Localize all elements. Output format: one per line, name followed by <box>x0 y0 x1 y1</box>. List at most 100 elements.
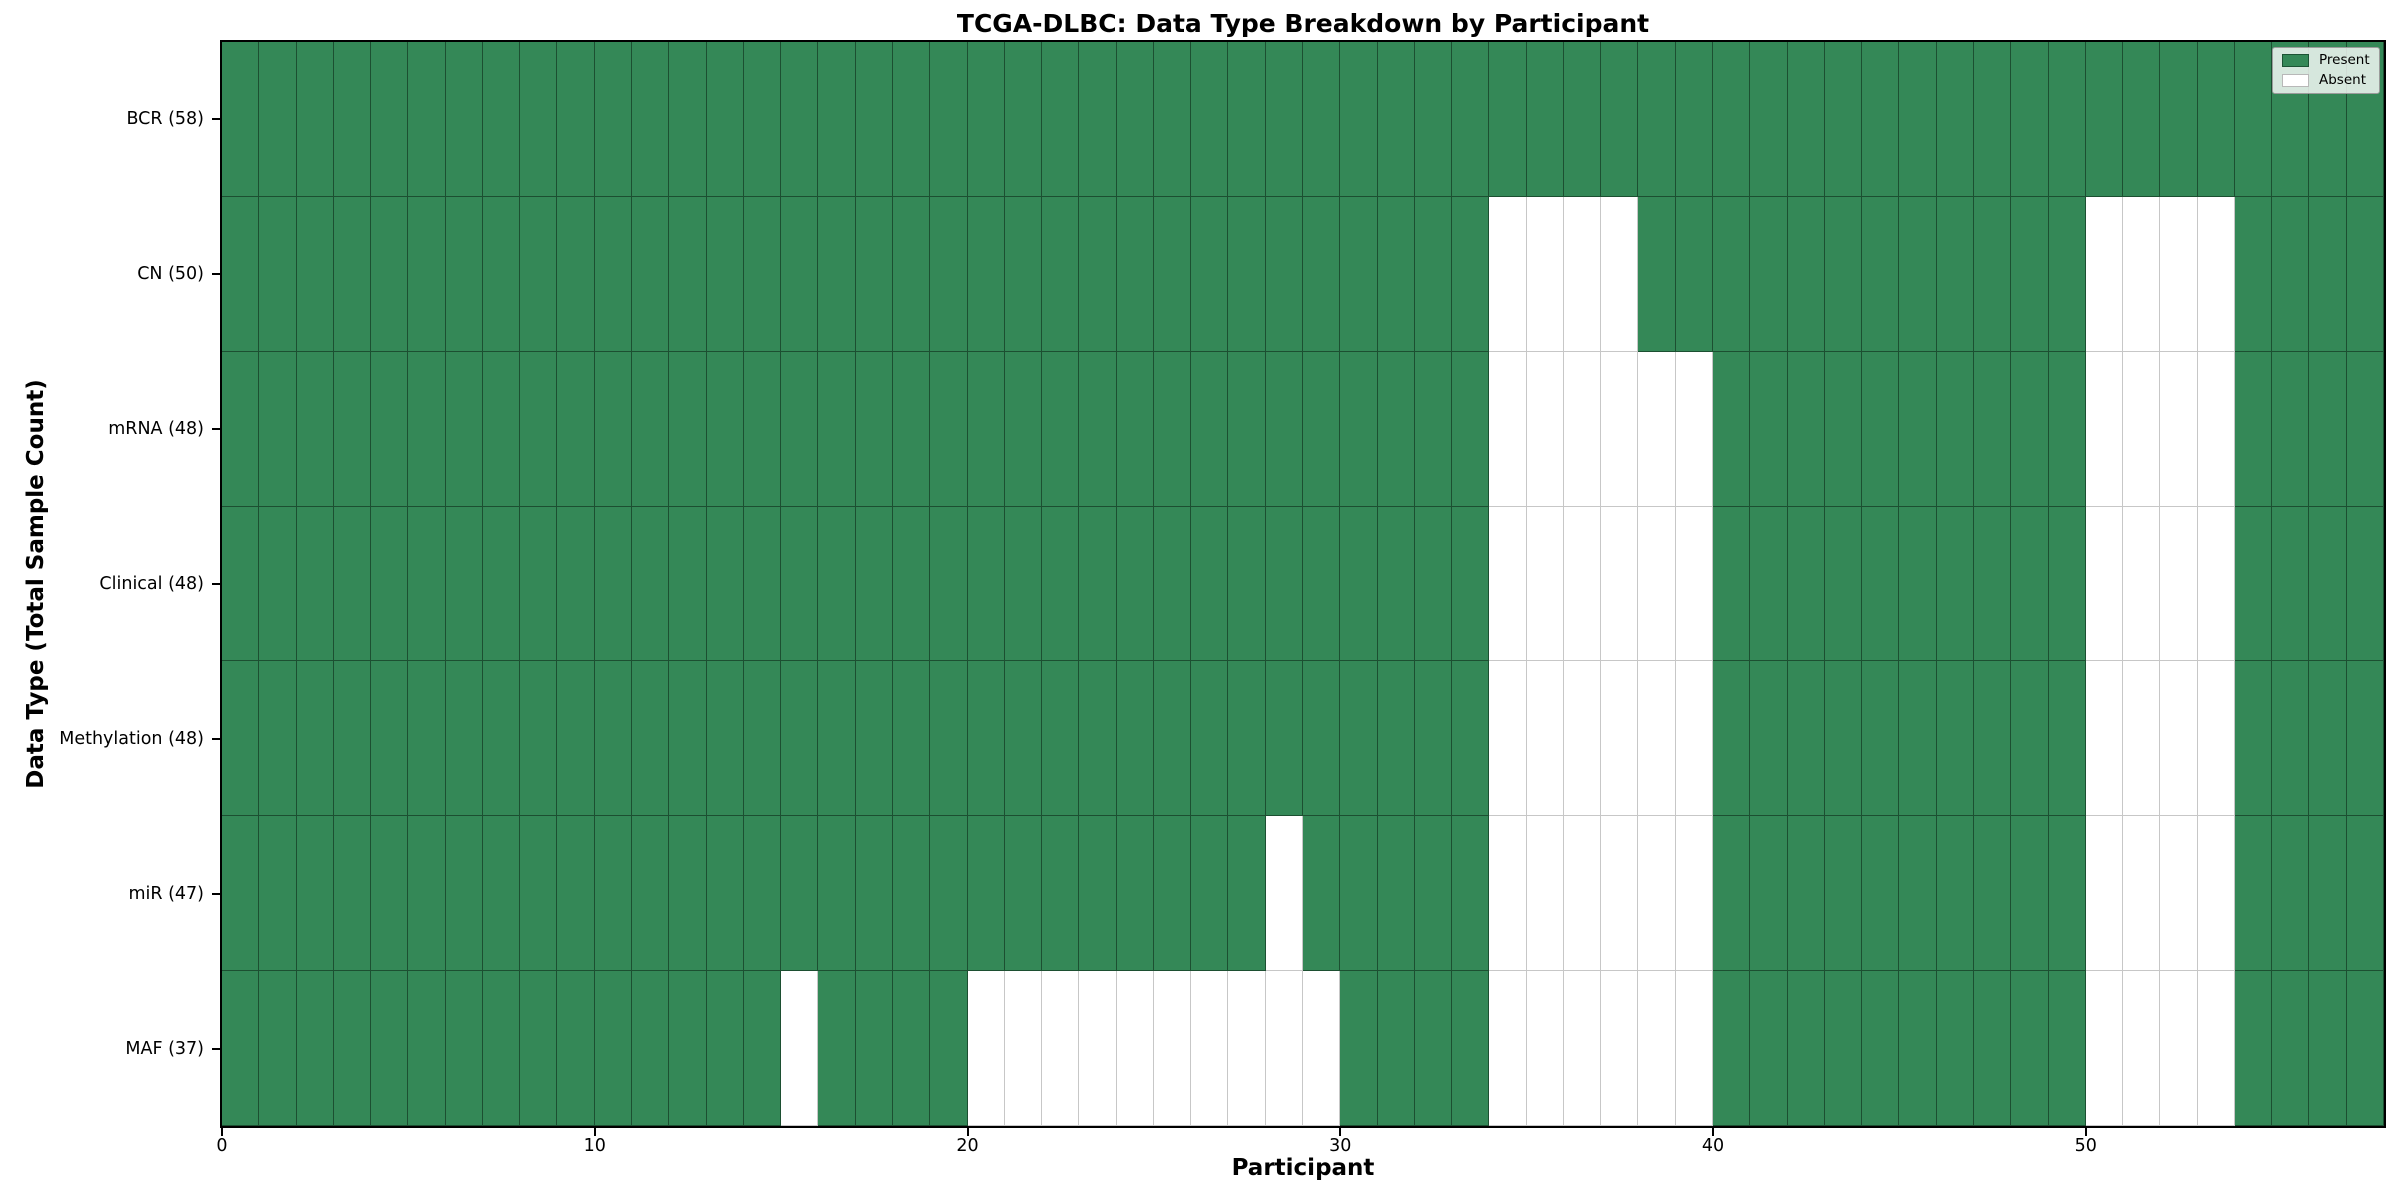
heatmap-cell <box>2234 351 2273 507</box>
heatmap-cell <box>2309 351 2347 507</box>
heatmap-cell <box>445 816 483 972</box>
heatmap-cell <box>333 661 372 817</box>
heatmap-cell <box>333 816 372 972</box>
heatmap-cell <box>1153 971 1192 1126</box>
heatmap-cell <box>1750 971 1788 1126</box>
legend-row-absent: Absent <box>2282 73 2370 88</box>
heatmap-cell <box>1116 661 1154 817</box>
heatmap-cell <box>296 971 334 1126</box>
heatmap-cell <box>445 351 483 507</box>
y-tick-label: Methylation (48) <box>59 728 204 749</box>
heatmap-cell <box>743 351 782 507</box>
heatmap-cell <box>557 816 595 972</box>
heatmap-cell <box>1303 971 1341 1126</box>
heatmap-cell <box>2234 506 2273 662</box>
heatmap-cell <box>1079 506 1117 662</box>
heatmap-cell <box>520 42 558 197</box>
heatmap-cell <box>2160 816 2198 972</box>
y-tick-label: Clinical (48) <box>99 574 204 594</box>
heatmap-cell <box>2346 816 2384 972</box>
heatmap-cell <box>1228 661 1266 817</box>
heatmap-cell <box>1750 506 1788 662</box>
heatmap-cell <box>1526 971 1564 1126</box>
heatmap-cell <box>1824 196 1863 352</box>
heatmap-cell <box>259 971 297 1126</box>
heatmap-cell <box>706 816 744 972</box>
heatmap-cell <box>1787 661 1825 817</box>
heatmap-cell <box>1079 196 1117 352</box>
heatmap-cell <box>1079 816 1117 972</box>
heatmap-cell <box>1116 816 1154 972</box>
heatmap-cell <box>781 816 819 972</box>
heatmap-cell <box>892 816 931 972</box>
heatmap-cell <box>1675 506 1714 662</box>
heatmap-cell <box>2011 816 2049 972</box>
heatmap-cell <box>669 661 707 817</box>
heatmap-cell <box>669 816 707 972</box>
heatmap-cell <box>1526 42 1564 197</box>
heatmap-cell <box>632 816 670 972</box>
x-tick-mark <box>2084 1128 2087 1136</box>
heatmap-cell <box>333 42 372 197</box>
heatmap-cell <box>1601 816 1639 972</box>
heatmap-cell <box>296 816 334 972</box>
heatmap-cell <box>632 506 670 662</box>
heatmap-cell <box>2346 506 2384 662</box>
heatmap-cell <box>1936 661 1974 817</box>
heatmap-cell <box>1973 661 2012 817</box>
heatmap-cell <box>557 971 595 1126</box>
heatmap-cell <box>1713 971 1751 1126</box>
heatmap-cell <box>1899 816 1937 972</box>
heatmap-cell <box>781 971 819 1126</box>
heatmap-cell <box>1228 816 1266 972</box>
x-tick-mark <box>593 1128 596 1136</box>
heatmap-cell <box>2011 661 2049 817</box>
heatmap-cell <box>408 816 446 972</box>
heatmap-cell <box>1042 506 1080 662</box>
heatmap-cell <box>296 351 334 507</box>
heatmap-cell <box>1303 196 1341 352</box>
heatmap-cell <box>1265 506 1303 662</box>
heatmap-cell <box>1563 351 1602 507</box>
heatmap-cell <box>855 351 893 507</box>
heatmap-cell <box>632 971 670 1126</box>
heatmap-cell <box>669 351 707 507</box>
heatmap-cell <box>1750 351 1788 507</box>
heatmap-cell <box>408 661 446 817</box>
y-tick-label: BCR (58) <box>126 109 204 130</box>
heatmap-cell <box>1004 816 1043 972</box>
heatmap-cell <box>296 506 334 662</box>
heatmap-cell <box>1973 351 2012 507</box>
heatmap-cell <box>632 661 670 817</box>
heatmap-cell <box>1899 971 1937 1126</box>
heatmap-cell <box>1526 196 1564 352</box>
heatmap-cell <box>1824 971 1863 1126</box>
heatmap-cell <box>855 816 893 972</box>
heatmap-cell <box>1004 971 1043 1126</box>
y-tick-mark <box>212 428 220 431</box>
heatmap-cell <box>743 971 782 1126</box>
heatmap-cell <box>1079 661 1117 817</box>
heatmap-cell <box>1862 196 1900 352</box>
heatmap-cell <box>1265 816 1303 972</box>
heatmap-cell <box>557 196 595 352</box>
y-tick-label: mRNA (48) <box>108 419 204 440</box>
heatmap-cell <box>743 196 782 352</box>
heatmap-cell <box>2011 971 2049 1126</box>
y-tick-label: miR (47) <box>128 883 204 904</box>
heatmap-cell <box>2085 196 2124 352</box>
heatmap-cell <box>2011 196 2049 352</box>
heatmap-cell <box>1116 42 1154 197</box>
heatmap-cell <box>1340 971 1378 1126</box>
x-tick-mark <box>221 1128 223 1136</box>
heatmap-cell <box>1601 971 1639 1126</box>
heatmap-cell <box>1414 351 1453 507</box>
heatmap-cell <box>1042 971 1080 1126</box>
heatmap-cell <box>1936 506 1974 662</box>
heatmap-cell <box>855 971 893 1126</box>
heatmap-cell <box>1601 506 1639 662</box>
heatmap-cell <box>222 42 260 197</box>
heatmap-cell <box>1377 351 1415 507</box>
heatmap-cell <box>222 506 260 662</box>
heatmap-cell <box>445 506 483 662</box>
